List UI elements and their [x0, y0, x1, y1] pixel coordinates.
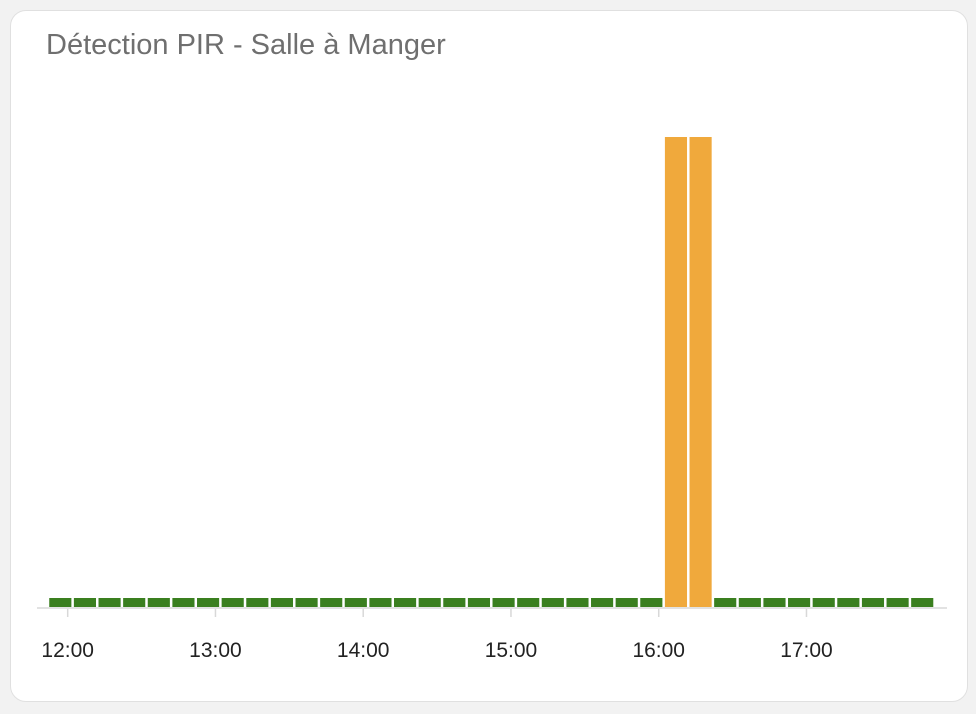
history-card: Détection PIR - Salle à Manger 12:00 13:0… — [10, 10, 968, 702]
bar-clear[interactable] — [493, 598, 515, 607]
bar-clear[interactable] — [788, 598, 810, 607]
bar-clear[interactable] — [419, 598, 441, 607]
bar-clear[interactable] — [369, 598, 391, 607]
bar-clear[interactable] — [911, 598, 933, 607]
bar-clear[interactable] — [394, 598, 416, 607]
bar-clear[interactable] — [566, 598, 588, 607]
bar-clear[interactable] — [345, 598, 367, 607]
bar-detected[interactable] — [690, 137, 712, 607]
bar-clear[interactable] — [271, 598, 293, 607]
bar-clear[interactable] — [172, 598, 194, 607]
bar-clear[interactable] — [517, 598, 539, 607]
bar-clear[interactable] — [887, 598, 909, 607]
bar-clear[interactable] — [542, 598, 564, 607]
x-tick-label: 16:00 — [632, 639, 685, 662]
x-tick-label: 17:00 — [780, 639, 833, 662]
bar-clear[interactable] — [468, 598, 490, 607]
bars-layer — [49, 137, 933, 607]
bar-clear[interactable] — [616, 598, 638, 607]
x-tick-label: 14:00 — [337, 639, 390, 662]
motion-bar-chart: 12:00 13:00 14:00 15:00 16:00 17:00 — [11, 11, 967, 701]
bar-clear[interactable] — [296, 598, 318, 607]
x-tick-label: 12:00 — [41, 639, 94, 662]
bar-clear[interactable] — [862, 598, 884, 607]
bar-clear[interactable] — [640, 598, 662, 607]
x-tick-label: 15:00 — [485, 639, 538, 662]
bar-clear[interactable] — [197, 598, 219, 607]
bar-clear[interactable] — [49, 598, 71, 607]
bar-clear[interactable] — [813, 598, 835, 607]
bar-clear[interactable] — [591, 598, 613, 607]
bar-clear[interactable] — [246, 598, 268, 607]
ticks-layer: 12:00 13:00 14:00 15:00 16:00 17:00 — [41, 609, 832, 662]
bar-clear[interactable] — [714, 598, 736, 607]
bar-clear[interactable] — [148, 598, 170, 607]
bar-clear[interactable] — [837, 598, 859, 607]
bar-clear[interactable] — [74, 598, 96, 607]
bar-detected[interactable] — [665, 137, 687, 607]
bar-clear[interactable] — [443, 598, 465, 607]
bar-clear[interactable] — [123, 598, 145, 607]
bar-clear[interactable] — [222, 598, 244, 607]
x-tick-label: 13:00 — [189, 639, 242, 662]
bar-clear[interactable] — [739, 598, 761, 607]
bar-clear[interactable] — [99, 598, 121, 607]
bar-clear[interactable] — [320, 598, 342, 607]
bar-clear[interactable] — [763, 598, 785, 607]
